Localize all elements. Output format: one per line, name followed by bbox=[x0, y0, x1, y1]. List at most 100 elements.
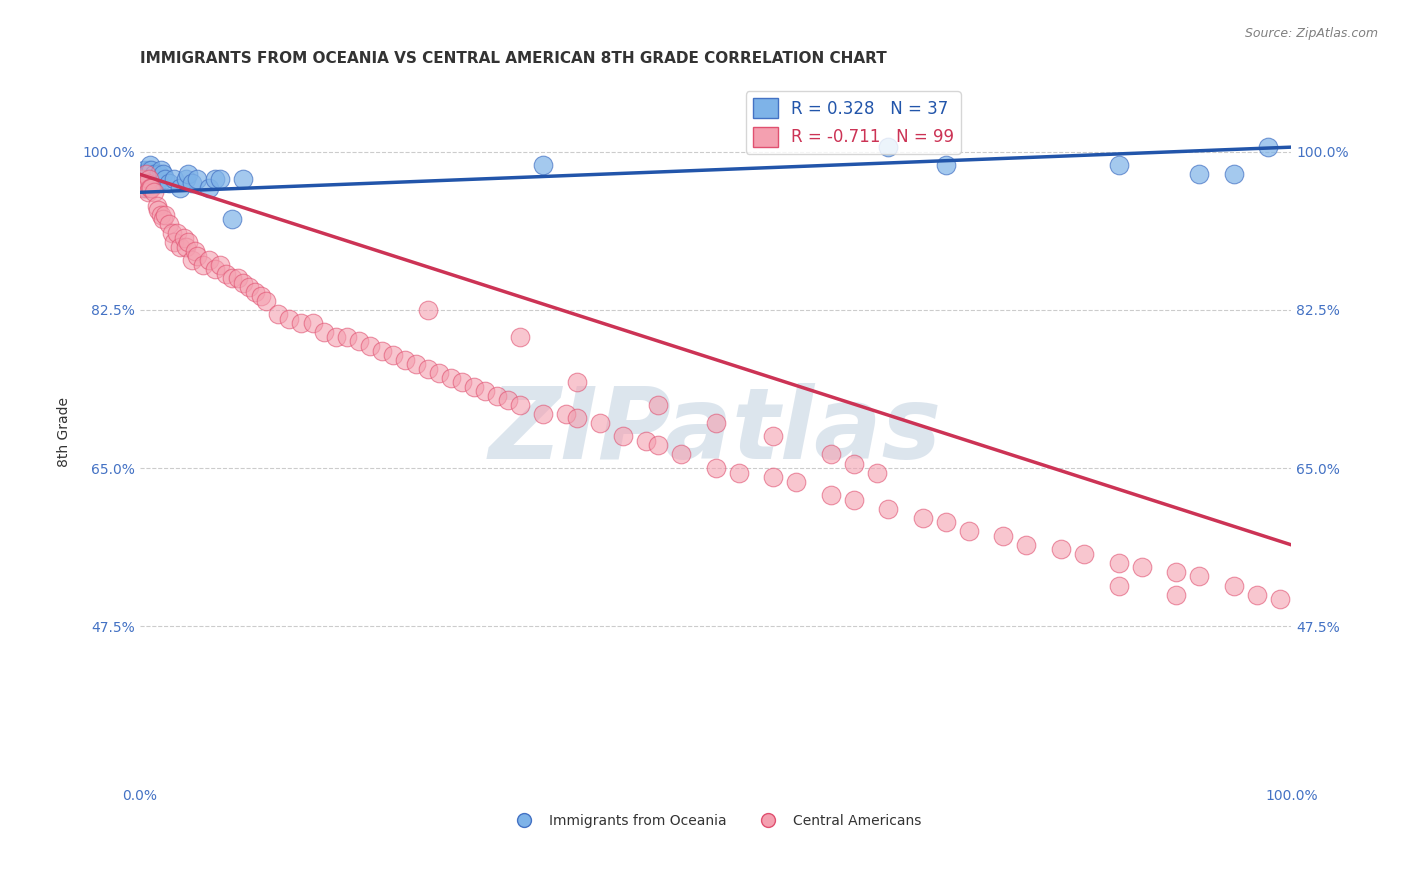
Central Americans bbox=[567, 411, 589, 425]
Immigrants from Oceania bbox=[531, 158, 554, 172]
Immigrants from Oceania bbox=[143, 171, 166, 186]
Central Americans bbox=[267, 307, 290, 321]
Legend: Immigrants from Oceania, Central Americans: Immigrants from Oceania, Central America… bbox=[505, 809, 927, 834]
Central Americans bbox=[184, 244, 207, 258]
Immigrants from Oceania bbox=[134, 162, 156, 177]
Central Americans bbox=[152, 212, 174, 227]
Immigrants from Oceania bbox=[148, 167, 170, 181]
Immigrants from Oceania bbox=[131, 171, 153, 186]
Central Americans bbox=[704, 461, 727, 475]
Central Americans bbox=[149, 208, 172, 222]
Text: IMMIGRANTS FROM OCEANIA VS CENTRAL AMERICAN 8TH GRADE CORRELATION CHART: IMMIGRANTS FROM OCEANIA VS CENTRAL AMERI… bbox=[139, 51, 887, 66]
Immigrants from Oceania bbox=[146, 176, 169, 190]
Central Americans bbox=[531, 407, 554, 421]
Immigrants from Oceania bbox=[1108, 158, 1130, 172]
Central Americans bbox=[301, 317, 323, 331]
Central Americans bbox=[142, 186, 165, 200]
Central Americans bbox=[509, 330, 531, 344]
Central Americans bbox=[957, 524, 980, 539]
Central Americans bbox=[312, 326, 335, 340]
Central Americans bbox=[485, 389, 508, 403]
Central Americans bbox=[209, 258, 232, 272]
Immigrants from Oceania bbox=[877, 140, 900, 154]
Central Americans bbox=[221, 271, 243, 285]
Central Americans bbox=[204, 262, 226, 277]
Immigrants from Oceania bbox=[935, 158, 957, 172]
Central Americans bbox=[704, 416, 727, 430]
Central Americans bbox=[1015, 538, 1038, 552]
Central Americans bbox=[911, 510, 934, 524]
Central Americans bbox=[141, 181, 163, 195]
Immigrants from Oceania bbox=[209, 171, 232, 186]
Central Americans bbox=[169, 239, 191, 253]
Central Americans bbox=[347, 334, 370, 349]
Central Americans bbox=[325, 330, 347, 344]
Central Americans bbox=[440, 370, 463, 384]
Immigrants from Oceania bbox=[135, 181, 157, 195]
Immigrants from Oceania bbox=[180, 176, 202, 190]
Central Americans bbox=[148, 203, 170, 218]
Text: Source: ZipAtlas.com: Source: ZipAtlas.com bbox=[1244, 27, 1378, 40]
Central Americans bbox=[589, 416, 612, 430]
Immigrants from Oceania bbox=[135, 171, 157, 186]
Central Americans bbox=[509, 398, 531, 412]
Central Americans bbox=[762, 429, 785, 443]
Immigrants from Oceania bbox=[163, 171, 186, 186]
Central Americans bbox=[1108, 556, 1130, 570]
Immigrants from Oceania bbox=[152, 167, 174, 181]
Central Americans bbox=[842, 492, 865, 507]
Central Americans bbox=[139, 181, 162, 195]
Central Americans bbox=[935, 515, 957, 529]
Central Americans bbox=[166, 226, 188, 240]
Immigrants from Oceania bbox=[148, 171, 170, 186]
Central Americans bbox=[135, 176, 157, 190]
Central Americans bbox=[427, 366, 450, 380]
Central Americans bbox=[1130, 560, 1153, 574]
Central Americans bbox=[1188, 569, 1211, 583]
Central Americans bbox=[1050, 542, 1073, 557]
Central Americans bbox=[416, 302, 439, 317]
Central Americans bbox=[238, 280, 260, 294]
Immigrants from Oceania bbox=[198, 181, 221, 195]
Central Americans bbox=[215, 267, 238, 281]
Immigrants from Oceania bbox=[157, 176, 180, 190]
Immigrants from Oceania bbox=[142, 167, 165, 181]
Central Americans bbox=[1073, 547, 1095, 561]
Central Americans bbox=[993, 529, 1015, 543]
Y-axis label: 8th Grade: 8th Grade bbox=[58, 397, 72, 467]
Central Americans bbox=[174, 239, 197, 253]
Central Americans bbox=[647, 438, 669, 452]
Immigrants from Oceania bbox=[232, 171, 254, 186]
Central Americans bbox=[243, 285, 266, 299]
Central Americans bbox=[820, 488, 842, 502]
Central Americans bbox=[382, 348, 405, 362]
Central Americans bbox=[1166, 588, 1188, 602]
Immigrants from Oceania bbox=[136, 167, 159, 181]
Central Americans bbox=[153, 208, 176, 222]
Immigrants from Oceania bbox=[186, 171, 208, 186]
Central Americans bbox=[336, 330, 359, 344]
Central Americans bbox=[762, 470, 785, 484]
Immigrants from Oceania bbox=[1222, 167, 1244, 181]
Immigrants from Oceania bbox=[141, 162, 163, 177]
Central Americans bbox=[256, 293, 278, 308]
Central Americans bbox=[232, 276, 254, 290]
Central Americans bbox=[278, 311, 301, 326]
Immigrants from Oceania bbox=[174, 171, 197, 186]
Central Americans bbox=[877, 501, 900, 516]
Central Americans bbox=[249, 289, 271, 303]
Immigrants from Oceania bbox=[139, 158, 162, 172]
Central Americans bbox=[866, 466, 889, 480]
Central Americans bbox=[163, 235, 186, 249]
Central Americans bbox=[177, 235, 200, 249]
Central Americans bbox=[157, 217, 180, 231]
Central Americans bbox=[146, 199, 169, 213]
Central Americans bbox=[405, 357, 427, 371]
Central Americans bbox=[136, 186, 159, 200]
Central Americans bbox=[567, 375, 589, 389]
Central Americans bbox=[1222, 578, 1244, 592]
Immigrants from Oceania bbox=[138, 162, 160, 177]
Central Americans bbox=[359, 339, 381, 353]
Immigrants from Oceania bbox=[1188, 167, 1211, 181]
Immigrants from Oceania bbox=[153, 171, 176, 186]
